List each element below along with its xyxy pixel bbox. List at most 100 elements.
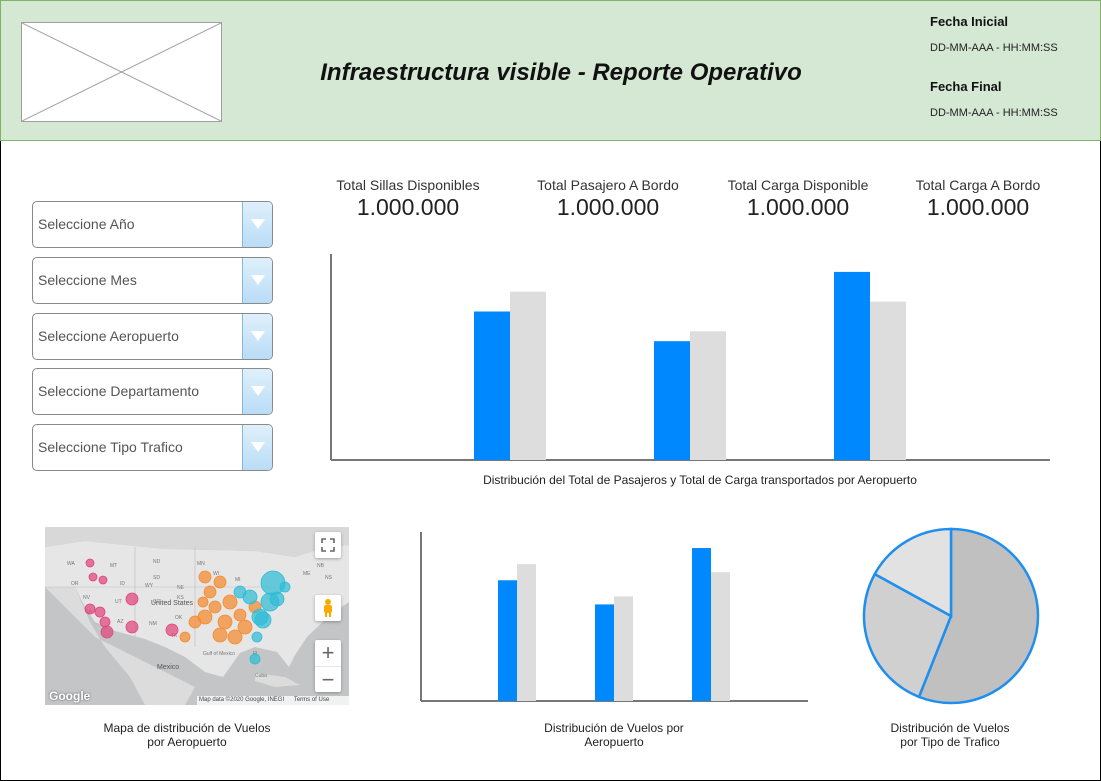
map-bubble: [249, 653, 261, 665]
map-label-mexico: Mexico: [157, 664, 179, 671]
kpi-title: Total Sillas Disponibles: [336, 177, 480, 193]
map-state-label: MN: [197, 561, 205, 567]
map-bubble: [227, 629, 243, 645]
kpi-value: 1.000.000: [746, 194, 850, 220]
map-state-label: WY: [145, 583, 154, 589]
dropdown-button[interactable]: [242, 258, 272, 303]
flights-caption-line2: Aeropuerto: [584, 735, 644, 749]
select-month[interactable]: Seleccione Mes: [32, 257, 273, 304]
map-state-label: NS: [325, 575, 333, 581]
select-traffic-type[interactable]: Seleccione Tipo Trafico: [32, 424, 273, 471]
pie-caption-line2: por Tipo de Trafico: [900, 735, 1000, 749]
fecha-final-label: Fecha Final: [930, 79, 1002, 94]
map-attribution-text: Map data ©2020 Google, INEGI: [199, 697, 285, 703]
fecha-final-value[interactable]: DD-MM-AAA - HH:MM:SS: [930, 107, 1058, 119]
map-state-label: WA: [67, 561, 76, 567]
logo-placeholder: [21, 22, 222, 122]
map-label-us: United States: [151, 600, 194, 607]
map-caption-line2: por Aeropuerto: [147, 735, 227, 749]
map-caption-line1: Mapa de distribución de Vuelos: [103, 721, 271, 735]
map-state-label: SD: [153, 575, 160, 581]
bar-primary-0: [498, 580, 517, 701]
fecha-inicial-label: Fecha Inicial: [930, 14, 1009, 29]
map-bubble: [213, 575, 227, 589]
bar-secondary-0: [510, 291, 546, 460]
map-bubble: [125, 620, 139, 634]
kpi-title: Total Carga A Bordo: [915, 177, 1041, 193]
street-view-pegman-icon[interactable]: [315, 595, 341, 621]
map-bubble: [233, 585, 247, 599]
map-state-label: NM: [149, 621, 157, 627]
map-state-label: NV: [83, 595, 91, 601]
flights-bar-chart[interactable]: [412, 520, 812, 705]
map-bubble: [269, 591, 285, 607]
map-state-label: AZ: [117, 619, 123, 625]
pie-caption-line1: Distribución de Vuelos: [890, 721, 1010, 735]
bar-primary-1: [595, 604, 614, 701]
map-bubble: [125, 592, 139, 606]
map-state-label: MI: [235, 577, 241, 583]
select-airport[interactable]: Seleccione Aeropuerto: [32, 313, 273, 360]
main-bar-chart[interactable]: [320, 245, 1060, 470]
map-state-label: KS: [177, 595, 184, 601]
fullscreen-icon[interactable]: [315, 532, 341, 558]
map-bubble: [84, 603, 96, 615]
map-bubble: [208, 600, 222, 614]
zoom-in-button[interactable]: +: [321, 640, 335, 665]
map-state-label: ME: [303, 571, 311, 577]
main-chart-caption: Distribución del Total de Pasajeros y To…: [483, 473, 917, 487]
dropdown-button[interactable]: [242, 425, 272, 470]
page-title: Infraestructura visible - Reporte Operat…: [320, 59, 802, 86]
image-placeholder-icon: [22, 23, 221, 121]
triangle-down-icon: [251, 442, 265, 452]
pie-slice-2: [873, 527, 953, 619]
map-bubble: [217, 614, 233, 630]
map-bubble: [237, 619, 253, 635]
kpi-carga-disponible: Total Carga Disponible 1.000.000: [698, 177, 898, 221]
map-label-gulf: Gulf of Mexico: [203, 651, 235, 657]
bar-secondary-1: [614, 596, 633, 701]
map-state-label: NB: [317, 563, 325, 569]
map-state-label: OK: [175, 615, 183, 621]
map-bubble: [179, 631, 191, 643]
map-state-label: UT: [115, 599, 122, 605]
select-year-label: Seleccione Año: [38, 216, 135, 232]
kpi-value: 1.000.000: [556, 194, 660, 220]
kpi-value: 1.000.000: [356, 194, 460, 220]
pie-slice-0: [917, 527, 1040, 705]
fecha-inicial-value[interactable]: DD-MM-AAA - HH:MM:SS: [930, 42, 1058, 54]
map-bubble: [197, 596, 209, 608]
map-bubble: [188, 615, 202, 629]
bar-primary-1: [654, 341, 690, 460]
map-bubble: [251, 631, 263, 643]
traffic-type-pie-chart[interactable]: [856, 524, 1046, 708]
kpi-value: 1.000.000: [926, 194, 1030, 220]
map-state-label: OR: [71, 581, 79, 587]
select-year[interactable]: Seleccione Año: [32, 201, 273, 248]
map-bubble: [94, 606, 106, 618]
select-traffic-type-label: Seleccione Tipo Trafico: [38, 439, 183, 455]
map-state-label: MT: [110, 563, 117, 569]
dropdown-button[interactable]: [242, 369, 272, 414]
map-caption: Mapa de distribución de Vuelos por Aerop…: [87, 721, 287, 749]
map-bubble: [85, 558, 95, 568]
map-bubble: [212, 627, 228, 643]
map-zoom-control: + −: [315, 640, 341, 692]
bar-secondary-2: [870, 301, 906, 460]
flights-caption-line1: Distribución de Vuelos por: [544, 721, 684, 735]
flights-map[interactable]: United States Mexico Gulf of Mexico Cuba…: [45, 527, 349, 705]
terms-link[interactable]: Terms of Use: [293, 697, 330, 703]
bar-secondary-0: [517, 564, 536, 701]
select-department[interactable]: Seleccione Departamento: [32, 368, 273, 415]
map-canvas[interactable]: United States Mexico Gulf of Mexico Cuba…: [45, 527, 349, 705]
dropdown-button[interactable]: [242, 314, 272, 359]
zoom-out-button[interactable]: −: [315, 666, 341, 693]
map-bubble: [279, 581, 291, 593]
select-department-label: Seleccione Departamento: [38, 383, 200, 399]
dropdown-button[interactable]: [242, 202, 272, 247]
map-bubble: [88, 572, 98, 582]
map-bubble: [203, 585, 217, 599]
select-airport-label: Seleccione Aeropuerto: [38, 328, 179, 344]
map-bubble: [98, 575, 108, 585]
kpi-carga-a-bordo: Total Carga A Bordo 1.000.000: [878, 177, 1078, 221]
